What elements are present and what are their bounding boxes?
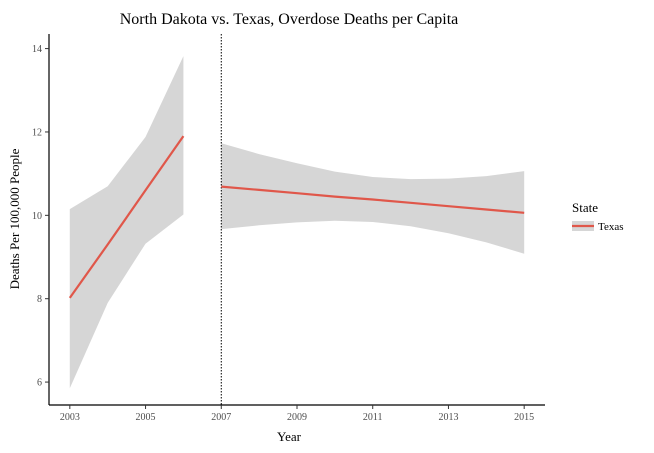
x-axis-label: Year — [277, 429, 302, 444]
x-tick-label: 2005 — [136, 412, 156, 423]
plot-area — [68, 34, 525, 405]
legend-title: State — [572, 200, 598, 215]
x-tick-label: 2007 — [211, 412, 231, 423]
y-tick-label: 12 — [32, 127, 42, 138]
x-axis: 2003 2005 2007 2009 2011 2013 2015 — [49, 404, 545, 423]
x-tick-label: 2015 — [514, 412, 534, 423]
confidence-ribbon-texas-1 — [69, 56, 184, 389]
legend-label-texas: Texas — [598, 221, 624, 233]
y-tick-label: 14 — [32, 44, 42, 55]
x-tick-label: 2011 — [363, 412, 383, 423]
chart-title: North Dakota vs. Texas, Overdose Deaths … — [120, 11, 459, 28]
y-axis: 6 8 10 12 14 — [32, 34, 50, 405]
x-tick-label: 2013 — [438, 412, 458, 423]
y-tick-label: 6 — [37, 378, 42, 389]
x-tick-label: 2009 — [287, 412, 307, 423]
legend: State Texas — [572, 200, 624, 233]
y-tick-label: 10 — [32, 211, 42, 222]
y-axis-label: Deaths Per 100,000 People — [7, 148, 22, 289]
series-line-texas-2 — [221, 185, 525, 214]
x-tick-label: 2003 — [60, 412, 80, 423]
series-line-texas-1 — [68, 135, 185, 299]
y-tick-label: 8 — [37, 294, 42, 305]
